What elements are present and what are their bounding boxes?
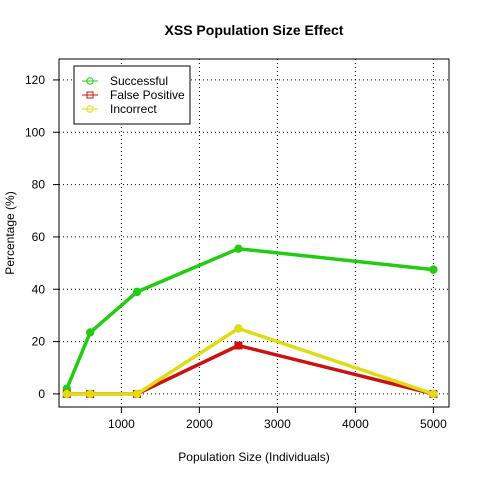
series-incorrect [62, 324, 438, 399]
legend-marker [86, 105, 94, 113]
data-point [234, 324, 243, 333]
plot-frame [58, 58, 450, 408]
data-point [429, 389, 438, 399]
legend-marker [86, 77, 94, 85]
series-line [66, 326, 434, 396]
data-point [62, 389, 71, 399]
x-tick-label: 4000 [342, 417, 369, 431]
data-point [86, 389, 95, 399]
series-successful [62, 244, 438, 393]
legend-label: Successful [110, 74, 168, 88]
y-tick-label: 80 [32, 178, 46, 192]
x-tick-label: 1000 [108, 417, 135, 431]
y-tick-label: 40 [32, 282, 46, 296]
legend-marker [86, 91, 94, 99]
x-axis: 1000 2000 3000 4000 5000 [108, 407, 447, 431]
data-point [234, 244, 243, 253]
data-point [132, 287, 142, 297]
chart-title: XSS Population Size Effect [165, 22, 344, 38]
legend-label: False Positive [110, 88, 185, 102]
x-axis-label: Population Size (Individuals) [178, 450, 329, 464]
legend-label: Incorrect [110, 102, 157, 116]
data-point [429, 265, 438, 274]
x-tick-label: 3000 [264, 417, 291, 431]
y-axis: 0 20 40 60 80 100 120 [25, 73, 59, 401]
series-group [62, 244, 438, 399]
y-axis-label: Percentage (%) [3, 191, 17, 274]
y-tick-label: 0 [38, 387, 45, 401]
data-point [132, 389, 142, 399]
y-tick-label: 120 [25, 73, 45, 87]
series-false-positive [62, 341, 438, 398]
data-point [234, 341, 243, 350]
x-tick-label: 5000 [420, 417, 447, 431]
y-tick-label: 20 [32, 335, 46, 349]
y-tick-label: 60 [32, 230, 46, 244]
x-tick-label: 2000 [186, 417, 213, 431]
data-point [86, 328, 95, 337]
series-line [66, 343, 434, 396]
y-tick-label: 100 [25, 125, 45, 139]
